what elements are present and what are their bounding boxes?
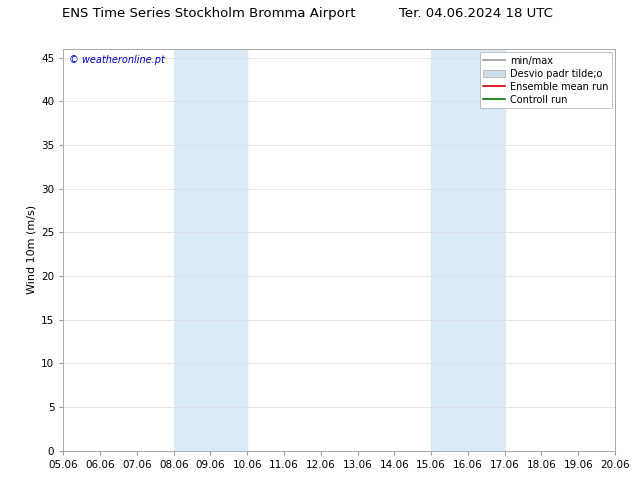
Text: ENS Time Series Stockholm Bromma Airport: ENS Time Series Stockholm Bromma Airport [63, 7, 356, 21]
Text: © weatheronline.pt: © weatheronline.pt [69, 55, 165, 65]
Text: Ter. 04.06.2024 18 UTC: Ter. 04.06.2024 18 UTC [399, 7, 552, 21]
Y-axis label: Wind 10m (m/s): Wind 10m (m/s) [27, 205, 37, 294]
Legend: min/max, Desvio padr tilde;o, Ensemble mean run, Controll run: min/max, Desvio padr tilde;o, Ensemble m… [479, 52, 612, 108]
Bar [174, 49, 247, 451]
Bar [431, 49, 505, 451]
